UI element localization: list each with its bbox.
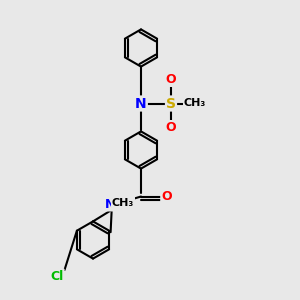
Text: CH₃: CH₃ [184, 98, 206, 109]
Text: O: O [161, 190, 172, 203]
Text: O: O [166, 73, 176, 86]
Text: O: O [166, 121, 176, 134]
Text: S: S [166, 97, 176, 110]
Text: NH: NH [105, 197, 126, 211]
Text: N: N [135, 97, 147, 110]
Text: Cl: Cl [50, 269, 64, 283]
Text: CH₃: CH₃ [112, 197, 134, 208]
